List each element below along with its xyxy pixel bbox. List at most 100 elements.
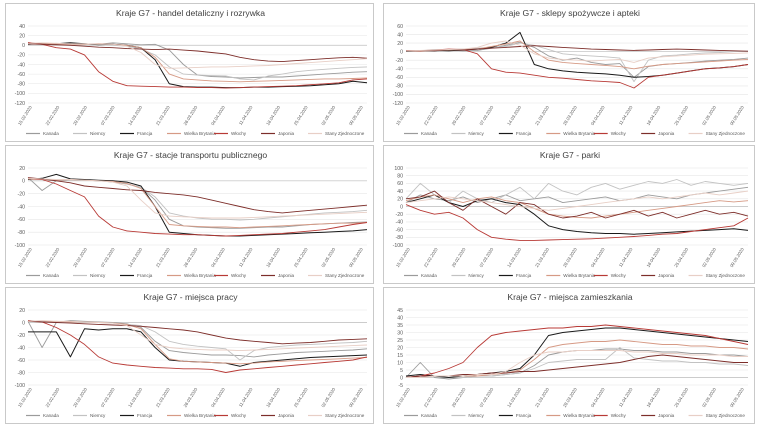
series-line-3 bbox=[27, 178, 368, 229]
legend-label: Niemcy bbox=[468, 273, 484, 278]
y-tick-label: 40 bbox=[397, 189, 403, 195]
chart-panel-parks: Kraje G7 - parki 100 80 60 40 20 0 -20 -40 -60 -80… bbox=[383, 145, 755, 284]
x-tick-label: 25.04.2020 bbox=[673, 246, 689, 268]
y-tick-label: 35 bbox=[397, 323, 403, 329]
series-line-3 bbox=[27, 42, 368, 83]
legend-label: Kanada bbox=[43, 413, 59, 418]
x-tick-label: 14.03.2020 bbox=[506, 246, 522, 268]
y-tick-label: -100 bbox=[15, 383, 25, 389]
legend-label: Wielka Brytania bbox=[563, 131, 595, 136]
chart-panel-retail: Kraje G7 - handel detaliczny i rozrywka 4… bbox=[5, 3, 374, 142]
x-tick-label: 29.02.2020 bbox=[451, 386, 467, 408]
x-tick-label: 02.05.2020 bbox=[701, 246, 717, 268]
chart-title: Kraje G7 - sklepy spożywcze i apteki bbox=[500, 8, 640, 18]
x-tick-label: 21.03.2020 bbox=[155, 386, 171, 408]
x-tick-label: 25.04.2020 bbox=[673, 104, 689, 126]
series-line-6 bbox=[406, 350, 748, 378]
x-tick-label: 09.05.2020 bbox=[348, 104, 364, 126]
x-tick-label: 18.04.2020 bbox=[265, 246, 281, 268]
legend-label: Wielka Brytania bbox=[563, 413, 595, 418]
series-line-4 bbox=[405, 204, 749, 241]
x-tick-label: 04.04.2020 bbox=[590, 104, 606, 126]
x-tick-label: 09.05.2020 bbox=[729, 104, 745, 126]
y-tick-label: 5 bbox=[400, 368, 403, 374]
x-tick-label: 11.04.2020 bbox=[238, 386, 254, 407]
y-tick-label: 0 bbox=[400, 204, 403, 210]
x-tick-label: 14.03.2020 bbox=[127, 104, 143, 126]
legend-label: Wielka Brytania bbox=[184, 131, 216, 136]
x-tick-label: 11.04.2020 bbox=[238, 104, 254, 125]
x-tick-label: 04.04.2020 bbox=[590, 386, 606, 408]
x-tick-label: 18.04.2020 bbox=[265, 104, 281, 126]
x-tick-label: 15.02.2020 bbox=[395, 246, 411, 268]
series-line-6 bbox=[27, 320, 368, 352]
series-line-1 bbox=[405, 179, 749, 204]
y-tick-label: -100 bbox=[393, 92, 403, 98]
legend-label: Stany Zjednoczone bbox=[325, 413, 365, 418]
y-tick-label: -80 bbox=[396, 84, 404, 90]
series-line-0 bbox=[405, 348, 749, 380]
y-tick-label: -20 bbox=[18, 333, 26, 339]
chart-panel-grocery: Kraje G7 - sklepy spożywcze i apteki 60 40… bbox=[383, 3, 755, 142]
legend-label: Francja bbox=[516, 131, 532, 136]
legend-label: Stany Zjednoczone bbox=[325, 131, 365, 136]
x-tick-label: 22.02.2020 bbox=[423, 386, 439, 408]
chart-svg-retail: Kraje G7 - handel detaliczny i rozrywka 4… bbox=[15, 8, 368, 136]
series-line-4 bbox=[27, 177, 368, 237]
y-tick-label: 0 bbox=[400, 49, 403, 55]
x-tick-label: 22.02.2020 bbox=[45, 104, 61, 126]
x-tick-label: 11.04.2020 bbox=[618, 386, 634, 407]
legend-label: Francja bbox=[137, 413, 153, 418]
y-tick-label: -80 bbox=[396, 235, 404, 241]
y-tick-label: -120 bbox=[15, 101, 25, 107]
legend-label: Kanada bbox=[43, 273, 59, 278]
x-tick-label: 07.03.2020 bbox=[100, 104, 116, 126]
chart-title: Kraje G7 - parki bbox=[540, 150, 600, 160]
x-tick-label: 22.02.2020 bbox=[423, 104, 439, 126]
y-tick-label: 0 bbox=[22, 43, 25, 49]
y-tick-label: -40 bbox=[396, 220, 404, 226]
legend-label: Stany Zjednoczone bbox=[325, 273, 365, 278]
x-tick-label: 02.05.2020 bbox=[701, 104, 717, 126]
y-tick-label: -100 bbox=[15, 243, 25, 249]
legend-label: Wielka Brytania bbox=[184, 273, 216, 278]
legend-label: Wielka Brytania bbox=[184, 413, 216, 418]
series-line-6 bbox=[405, 40, 749, 63]
x-tick-label: 07.03.2020 bbox=[478, 104, 494, 126]
series-line-0 bbox=[27, 320, 368, 358]
x-tick-label: 09.05.2020 bbox=[729, 386, 745, 408]
x-tick-label: 02.05.2020 bbox=[320, 386, 336, 408]
x-tick-label: 15.02.2020 bbox=[17, 386, 33, 408]
x-tick-label: 25.04.2020 bbox=[293, 386, 309, 408]
series-line-5 bbox=[405, 190, 749, 219]
x-tick-label: 25.04.2020 bbox=[293, 104, 309, 126]
x-tick-label: 15.02.2020 bbox=[395, 104, 411, 126]
legend-label: Japonia bbox=[278, 131, 295, 136]
x-tick-label: 07.03.2020 bbox=[100, 246, 116, 268]
chart-title: Kraje G7 - handel detaliczny i rozrywka bbox=[116, 8, 265, 18]
y-tick-label: -60 bbox=[396, 75, 404, 81]
y-tick-label: -5 bbox=[398, 383, 403, 389]
x-tick-label: 07.03.2020 bbox=[478, 386, 494, 408]
series-line-5 bbox=[27, 43, 368, 63]
x-tick-label: 15.02.2020 bbox=[17, 246, 33, 268]
legend-label: Niemcy bbox=[468, 131, 484, 136]
y-tick-label: 20 bbox=[19, 166, 25, 172]
y-tick-label: 10 bbox=[397, 360, 403, 366]
legend-label: Francja bbox=[137, 273, 153, 278]
x-tick-label: 14.03.2020 bbox=[127, 386, 143, 408]
x-tick-label: 02.05.2020 bbox=[320, 104, 336, 126]
x-tick-label: 18.04.2020 bbox=[265, 386, 281, 408]
series-line-4 bbox=[27, 320, 368, 373]
x-tick-label: 25.04.2020 bbox=[673, 386, 689, 408]
y-tick-label: 20 bbox=[19, 33, 25, 39]
legend-label: Francja bbox=[516, 413, 532, 418]
legend-label: Włochy bbox=[611, 413, 627, 418]
y-tick-label: -60 bbox=[18, 358, 26, 364]
legend-label: Japonia bbox=[658, 273, 675, 278]
x-tick-label: 29.02.2020 bbox=[72, 386, 88, 408]
y-tick-label: -40 bbox=[18, 62, 26, 68]
y-tick-label: -20 bbox=[18, 191, 26, 197]
legend-label: Włochy bbox=[231, 131, 247, 136]
